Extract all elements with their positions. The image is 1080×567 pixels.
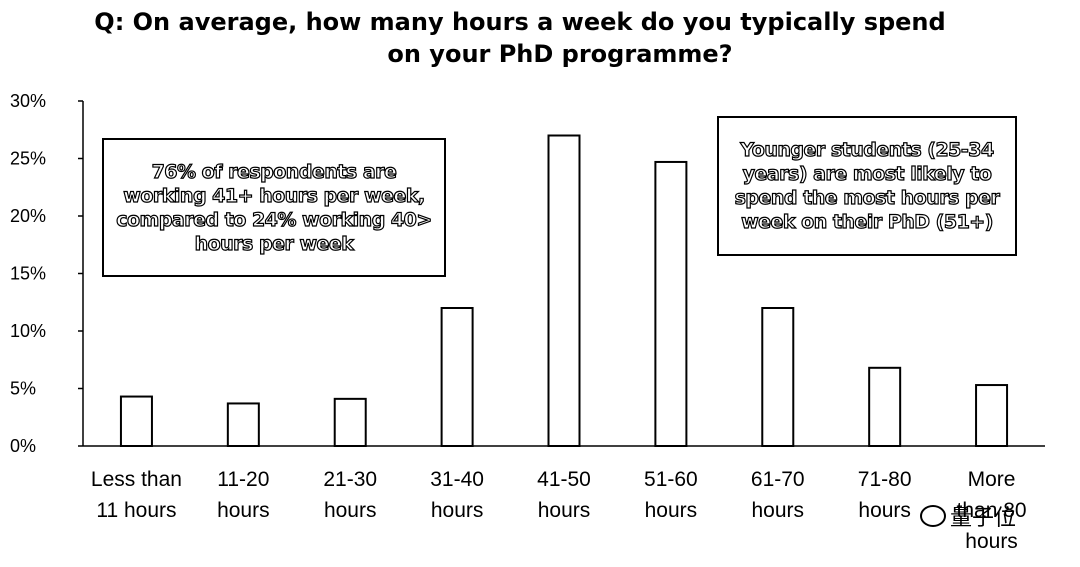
x-tick-label: More than 80 hours bbox=[957, 468, 1027, 553]
annotation-text-right: Younger students (25-34 years) are most … bbox=[734, 138, 1000, 233]
y-tick-label: 30% bbox=[10, 91, 46, 111]
annotation-box-left: 76% of respondents are working 41+ hours… bbox=[102, 138, 446, 277]
bar bbox=[333, 397, 367, 448]
bar bbox=[761, 307, 795, 447]
annotation-box-right: Younger students (25-34 years) are most … bbox=[717, 116, 1017, 256]
wechat-icon bbox=[920, 505, 946, 527]
x-tick-label: 11-20 hours bbox=[217, 468, 270, 522]
x-tick-label: 21-30 hours bbox=[323, 468, 377, 522]
x-tick-label: 61-70 hours bbox=[751, 468, 805, 522]
y-tick-label: 0% bbox=[10, 436, 36, 456]
watermark: 量子位 bbox=[920, 500, 1016, 532]
x-tick-label: 71-80 hours bbox=[858, 468, 912, 522]
bar bbox=[975, 384, 1009, 447]
x-tick-label: 51-60 hours bbox=[644, 468, 698, 522]
x-tick-label: Less than 11 hours bbox=[91, 468, 182, 522]
x-tick-label: 41-50 hours bbox=[537, 468, 591, 522]
y-tick-label: 5% bbox=[10, 379, 36, 399]
y-tick-label: 15% bbox=[10, 264, 46, 284]
x-tick-label: 31-40 hours bbox=[430, 468, 484, 522]
annotation-text-left: 76% of respondents are working 41+ hours… bbox=[116, 160, 433, 255]
chart-title-line-2: on your PhD programme? bbox=[387, 40, 733, 68]
chart-title-line-1: Q: On average, how many hours a week do … bbox=[94, 8, 946, 36]
chart-title: Q: On average, how many hours a week do … bbox=[0, 6, 1080, 70]
y-tick-label: 20% bbox=[10, 206, 46, 226]
bar bbox=[440, 307, 474, 447]
bar bbox=[868, 366, 902, 447]
bar bbox=[547, 134, 581, 447]
bar bbox=[654, 160, 688, 447]
bar bbox=[119, 395, 153, 447]
watermark-text: 量子位 bbox=[950, 506, 1017, 531]
y-tick-label: 10% bbox=[10, 321, 46, 341]
bar bbox=[226, 402, 260, 448]
y-tick-label: 25% bbox=[10, 149, 46, 169]
